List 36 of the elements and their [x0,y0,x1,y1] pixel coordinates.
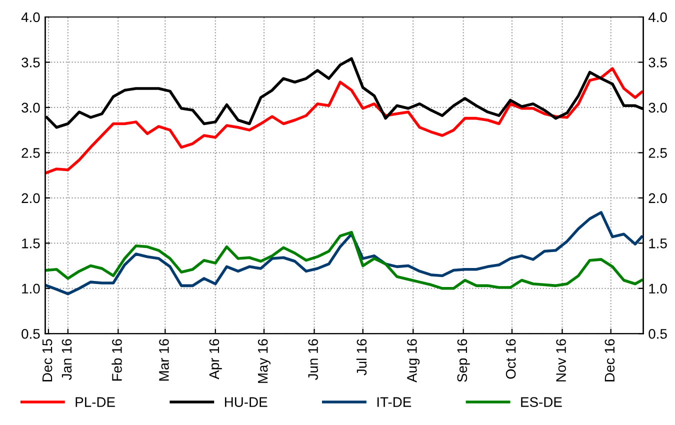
y-tick-label: 3.5 [22,58,40,68]
y2-tick-label: 2.0 [648,193,667,204]
x-tick-label: Jan 16 [62,339,72,380]
x-tick-label: Feb 16 [112,339,122,381]
y2-tick-label: 1.0 [649,284,667,294]
y-tick-label: 2.5 [22,148,40,158]
x-tick-label: Dec 16 [604,339,615,382]
line-series [45,211,644,296]
y2-tick-label: 3.5 [648,58,667,68]
y-tick-label: 4.0 [21,12,40,22]
y-tick-label: 0.5 [22,328,40,339]
y2-tick-label: 4.0 [648,12,667,22]
y-tick-label: 3.0 [22,102,40,113]
legend-label: ES-DE [521,397,562,407]
y-tick-label: 1.5 [22,238,40,248]
legend-label: HU-DE [225,397,268,407]
x-tick-label: Jul 16 [356,339,367,376]
x-tick-label: Jun 16 [308,339,318,380]
y-tick-label: 2.0 [22,193,40,204]
x-tick-label: Nov 16 [556,339,566,382]
y2-tick-label: 1.5 [649,238,667,248]
x-tick-label: May 16 [258,339,270,383]
x-tick-label: Sep 16 [457,339,470,382]
x-tick-label: Apr 16 [209,339,222,380]
x-tick-label: Oct 16 [506,339,516,379]
x-tick-label: Aug 16 [407,339,420,382]
x-tick-label: Mar 16 [159,339,169,381]
legend-label: IT-DE [377,397,412,407]
line-series [45,230,644,290]
y2-tick-label: 2.5 [648,148,667,158]
line-series [45,67,644,174]
y2-tick-label: 0.5 [648,328,667,339]
x-tick-label: Dec 15 [42,339,52,382]
y-tick-label: 1.0 [22,284,40,294]
y2-tick-label: 3.0 [648,102,667,113]
legend-label: PL-DE [76,397,115,407]
